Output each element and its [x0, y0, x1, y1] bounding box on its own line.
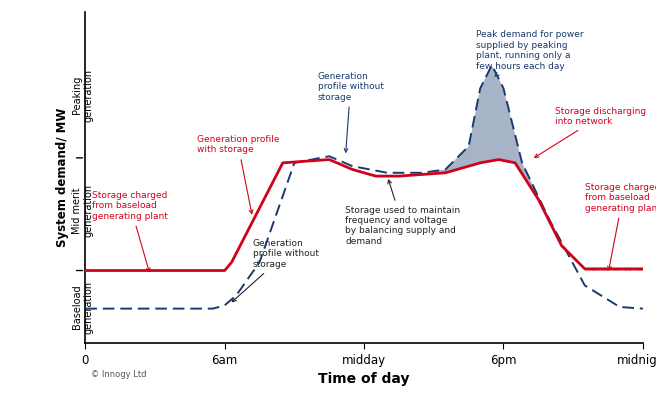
Text: Storage used to maintain
frequency and voltage
by balancing supply and
demand: Storage used to maintain frequency and v… — [346, 180, 461, 246]
Text: © Innogy Ltd: © Innogy Ltd — [91, 370, 146, 379]
Text: Peak demand for power
supplied by peaking
plant, running only a
few hours each d: Peak demand for power supplied by peakin… — [476, 30, 583, 76]
Text: Generation profile
with storage: Generation profile with storage — [197, 135, 279, 214]
Text: Generation
profile without
storage: Generation profile without storage — [318, 72, 384, 152]
Y-axis label: System demand/ MW: System demand/ MW — [56, 108, 69, 247]
Text: Generation
profile without
storage: Generation profile without storage — [232, 239, 319, 302]
Text: Storage charged
from baseload
generating plant: Storage charged from baseload generating… — [92, 191, 168, 271]
Text: Storage charged
from baseload
generating plant: Storage charged from baseload generating… — [584, 183, 656, 270]
X-axis label: Time of day: Time of day — [318, 372, 410, 386]
Text: Storage discharging
into network: Storage discharging into network — [535, 107, 646, 158]
